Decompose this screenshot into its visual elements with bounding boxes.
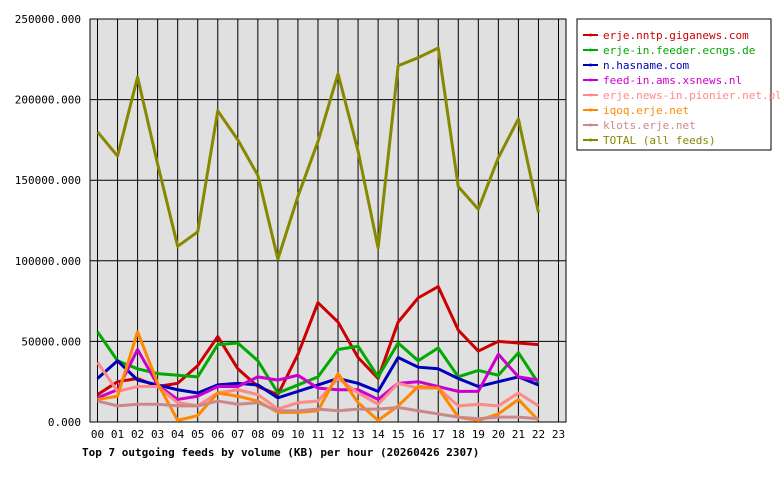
axes: 0.000 50000.000 100000.000 150000.000 200000… (15, 13, 567, 441)
x-tick-label: 00 (91, 428, 104, 441)
legend-label: erje.news-in.pionier.net.pl (603, 89, 780, 102)
x-tick-label: 22 (532, 428, 545, 441)
y-tick-label: 150000.000 (15, 174, 81, 187)
legend-marker (589, 33, 592, 37)
legend: erje.nntp.giganews.com erje-in.feeder.ecn… (576, 18, 780, 151)
x-tick-label: 14 (371, 428, 385, 441)
legend-label: feed-in.ams.xsnews.nl (603, 74, 742, 87)
series-line-7 (96, 46, 540, 261)
series-line-3 (96, 347, 539, 401)
x-tick-label: 06 (211, 428, 224, 441)
x-tick-label: 02 (131, 428, 144, 441)
x-tick-label: 11 (311, 428, 324, 441)
x-tick-label: 01 (111, 428, 124, 441)
x-tick-label: 05 (191, 428, 204, 441)
x-tick-label: 21 (512, 428, 525, 441)
x-tick-label: 17 (432, 428, 445, 441)
legend-marker (589, 108, 592, 112)
legend-marker (589, 78, 592, 82)
legend-label: erje.nntp.giganews.com (603, 29, 749, 42)
x-tick-label: 12 (331, 428, 344, 441)
x-tick-label: 15 (392, 428, 405, 441)
x-tick-label: 07 (231, 428, 244, 441)
x-tick-label: 19 (472, 428, 485, 441)
legend-marker (589, 48, 592, 52)
chart-title: Top 7 outgoing feeds by volume (KB) per … (82, 446, 479, 459)
series-line-1 (96, 330, 540, 395)
y-tick-label: 200000.000 (15, 94, 81, 107)
plot-border (89, 18, 567, 423)
series-lines (96, 46, 540, 422)
y-tick-label: 50000.000 (21, 335, 81, 348)
legend-marker (589, 123, 592, 127)
x-tick-label: 10 (291, 428, 304, 441)
series-line-0 (96, 285, 539, 397)
series-line-2 (96, 356, 540, 400)
x-tick-label: 08 (251, 428, 264, 441)
y-tick-label: 100000.000 (15, 255, 81, 268)
x-tick-label: 16 (412, 428, 425, 441)
x-tick-label: 20 (492, 428, 505, 441)
x-tick-label: 23 (552, 428, 565, 441)
legend-label: klots.erje.net (603, 119, 696, 132)
legend-marker (589, 138, 592, 142)
x-tick-label: 03 (151, 428, 164, 441)
plot-background (90, 19, 566, 422)
y-tick-label: 0.000 (48, 416, 81, 429)
legend-label: TOTAL (all feeds) (603, 134, 716, 147)
x-tick-label: 04 (171, 428, 185, 441)
series-line-6 (97, 399, 539, 421)
legend-box (576, 18, 772, 151)
series-line-4 (96, 361, 540, 411)
legend-label: iqoq.erje.net (603, 104, 689, 117)
legend-marker (589, 63, 592, 67)
legend-marker (589, 93, 592, 97)
legend-label: n.hasname.com (603, 59, 689, 72)
x-tick-label: 18 (452, 428, 465, 441)
legend-label: erje-in.feeder.ecngs.de (603, 44, 755, 57)
x-tick-label: 09 (271, 428, 284, 441)
y-tick-label: 250000.000 (15, 13, 81, 26)
x-tick-label: 13 (351, 428, 364, 441)
